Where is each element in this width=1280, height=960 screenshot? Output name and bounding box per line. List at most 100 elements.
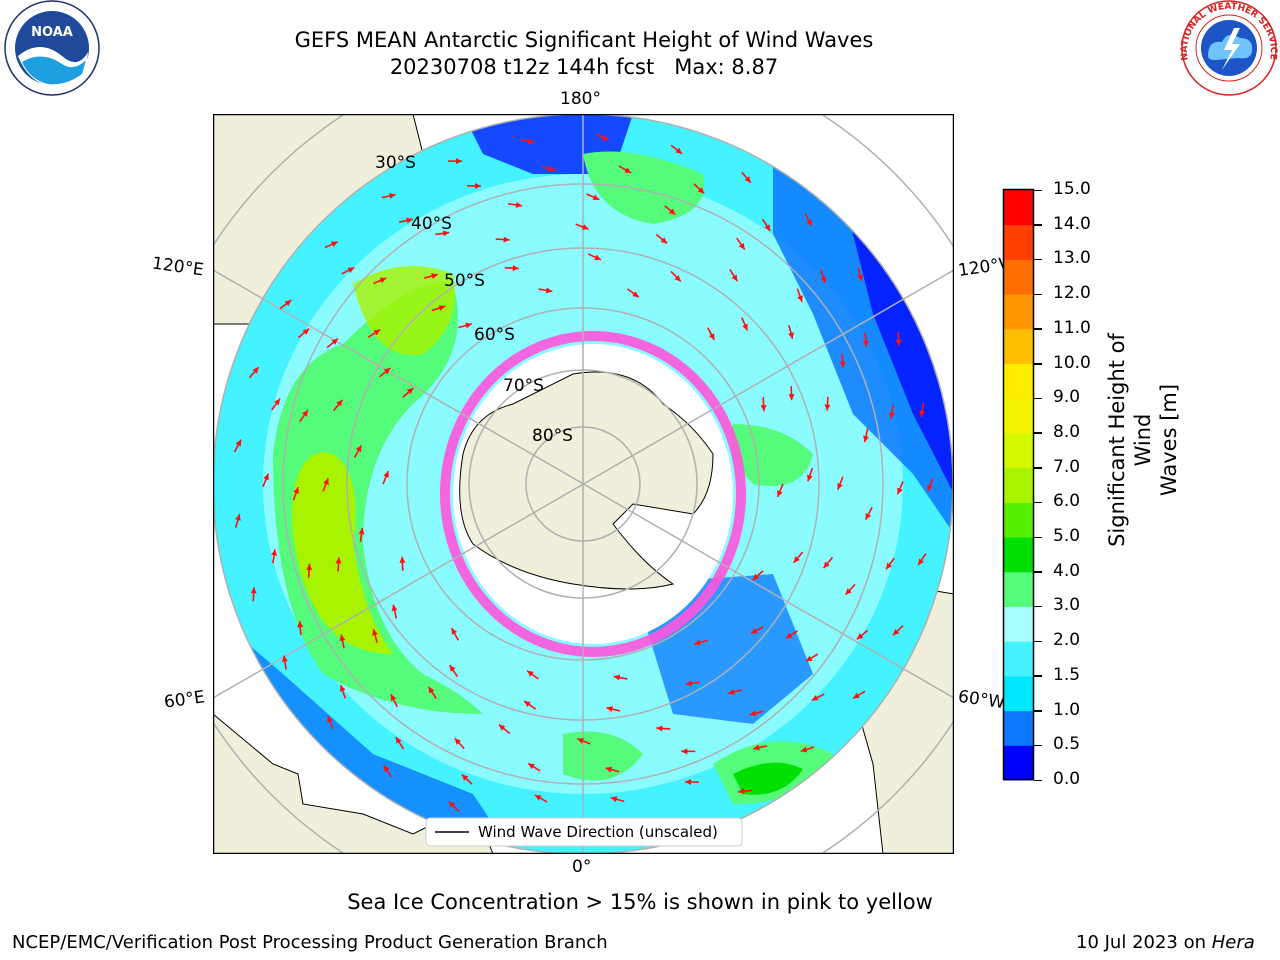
colorbar-tick-mark (1034, 397, 1042, 400)
wave-arrow-head (697, 187, 705, 194)
colorbar-tick-mark (1034, 189, 1042, 191)
wave-arrow-head (465, 322, 472, 329)
wave-arrow-head (594, 254, 602, 261)
wave-arrow-head (610, 796, 618, 803)
wave-arrow-head (515, 201, 523, 208)
wave-arrow-head (406, 217, 413, 224)
wave-arrow-head (383, 765, 390, 772)
wave-arrow-head (498, 724, 506, 731)
wave-arrow-head (235, 439, 242, 447)
wave-arrow-head (592, 194, 600, 200)
wave-arrow-head (694, 639, 701, 646)
wave-arrow-head (845, 588, 852, 595)
wave-arrow-head (399, 556, 406, 563)
wave-arrow-head (927, 484, 933, 492)
wave-arrow-head (524, 701, 531, 707)
map-border (213, 114, 954, 854)
lon-label-120e: 120°E (150, 253, 205, 281)
wave-arrow-head (752, 573, 760, 581)
colorbar-tick-label: 8.0 (1053, 421, 1081, 442)
wave-arrow-head (793, 556, 800, 563)
colorbar-segment (1004, 675, 1033, 712)
wave-arrow-head (785, 632, 793, 639)
wave-arrow-head (800, 746, 808, 753)
wave-arrow-head (336, 399, 343, 407)
colorbar-tick-label: 11.0 (1053, 317, 1091, 338)
wave-arrow-head (919, 410, 926, 417)
colorbar-label: Significant Height of Wind Waves [m] (1105, 333, 1181, 547)
footer-date: 10 Jul 2023 on Hera (1076, 932, 1255, 953)
wave-arrow-head (335, 557, 342, 564)
colorbar-tick-label: 1.0 (1053, 699, 1081, 720)
wave-arrow-head (339, 634, 346, 642)
lat-label-60s: 60°S (474, 325, 515, 345)
wave-arrow-head (456, 158, 463, 165)
footer-branch: NCEP/EMC/Verification Post Processing Pr… (12, 932, 608, 953)
wave-arrow-head (632, 291, 639, 298)
wave-arrow-head (738, 788, 745, 795)
wave-arrow-head (797, 295, 803, 302)
wave-arrow-head (764, 224, 771, 231)
lat-label-40s: 40°S (411, 214, 452, 234)
colorbar-tick-mark (1034, 605, 1042, 608)
wave-arrow-head (684, 779, 692, 786)
wave-arrow-head (681, 748, 688, 755)
colorbar-segment (1004, 710, 1033, 746)
wave-arrow-head (503, 236, 510, 243)
wave-arrow-head (744, 176, 751, 183)
colorbar-segment (1004, 571, 1033, 607)
wave-arrow-head (474, 182, 482, 189)
colorbar-tick-mark (1034, 675, 1042, 677)
colorbar-segment (1004, 398, 1033, 434)
colorbar-tick-label: 12.0 (1053, 283, 1091, 304)
wave-arrow-head (347, 267, 355, 273)
wave-arrow-head (330, 241, 338, 247)
colorbar-segment (1004, 467, 1033, 503)
colorbar-tick-label: 7.0 (1053, 456, 1081, 477)
colorbar-tick-label: 3.0 (1053, 595, 1081, 616)
wave-arrow-head (273, 398, 280, 406)
wave-arrow-head (602, 134, 609, 141)
colorbar-tick-mark (1034, 501, 1042, 504)
wave-arrow-head (327, 715, 333, 723)
wave-arrow-head (293, 487, 299, 494)
wave-arrow-head (323, 478, 329, 485)
wave-arrow-head (284, 300, 292, 307)
wave-arrow-head (454, 738, 461, 745)
wave-arrow-head (438, 305, 446, 311)
sea-ice-note: Sea Ice Concentration > 15% is shown in … (347, 890, 933, 914)
colorbar-tick-label: 4.0 (1053, 560, 1081, 581)
wave-arrow-head (406, 387, 414, 395)
lon-label-60e: 60°E (162, 687, 207, 713)
wave-arrow-head (853, 692, 860, 699)
wave-arrow-head (660, 237, 668, 244)
colorbar-tick-label: 15.0 (1053, 179, 1091, 199)
wave-arrow-head (613, 674, 621, 681)
high-wave-area (292, 452, 393, 654)
wave-arrow-head (862, 340, 869, 347)
colorbar-tick-mark (1034, 467, 1042, 469)
wave-arrow-head (428, 686, 435, 694)
colorbar-segment (1004, 745, 1033, 781)
colorbar-segment (1004, 294, 1033, 330)
colorbar-tick-label: 5.0 (1053, 526, 1081, 547)
colorbar-tick-label: 10.0 (1053, 352, 1091, 373)
wave-arrow-head (527, 670, 534, 677)
wave-arrow-head (806, 219, 812, 226)
wave-arrow-head (807, 474, 813, 482)
colorbar-tick-label: 1.5 (1053, 664, 1081, 685)
wave-arrow-head (527, 138, 535, 145)
wave-arrow-head (528, 763, 535, 770)
colorbar-segment (1004, 641, 1033, 677)
wave-arrow-head (749, 710, 757, 717)
wave-arrow-head (358, 528, 365, 535)
colorbar-tick-label: 6.0 (1053, 491, 1081, 512)
colorbar-tick-label: 13.0 (1053, 248, 1091, 269)
colorbar-tick-mark (1034, 293, 1042, 296)
polar-map: 30°S 40°S 50°S 60°S 70°S 80°S Wind Wave … (213, 114, 954, 854)
wave-arrow-head (674, 275, 681, 282)
wave-arrow-head (753, 744, 760, 751)
wave-arrow-head (856, 633, 864, 640)
wave-arrow-head (865, 513, 872, 520)
wave-arrow-head (383, 367, 391, 375)
